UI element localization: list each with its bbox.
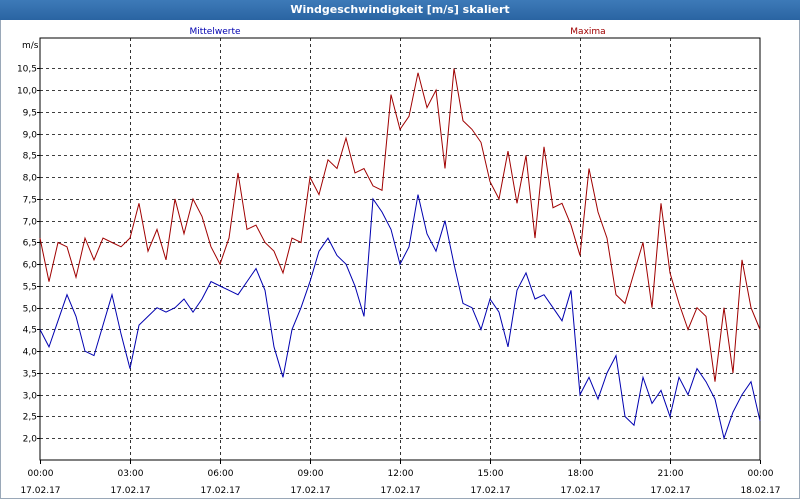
x-tick-date-label: 17.02.17 xyxy=(20,486,60,496)
y-tick-label: 3,0 xyxy=(23,392,38,402)
y-axis-label: m/s xyxy=(22,41,39,51)
y-tick-label: 4,0 xyxy=(23,348,38,358)
x-tick-time-label: 21:00 xyxy=(658,469,684,479)
x-tick-time-label: 00:00 xyxy=(28,469,54,479)
x-tick-time-label: 18:00 xyxy=(568,469,594,479)
y-tick-label: 2,5 xyxy=(23,413,37,423)
series-lines xyxy=(39,68,761,441)
series-line-maxima xyxy=(39,68,761,382)
x-tick-time-label: 09:00 xyxy=(298,469,324,479)
x-tick-date-label: 17.02.17 xyxy=(560,486,600,496)
y-tick-label: 6,5 xyxy=(23,239,37,249)
x-tick-date-label: 17.02.17 xyxy=(380,486,420,496)
grid xyxy=(39,37,761,461)
y-tick-label: 8,0 xyxy=(23,174,38,184)
x-tick-date-label: 18.02.17 xyxy=(740,486,780,496)
x-tick-time-label: 00:00 xyxy=(748,469,774,479)
axes: 2,0 2,5 3,0 3,5 4,0 4,5 5,0 5,5 6,0 6,5 7,0 7,5 8,0 8… xyxy=(17,41,781,496)
legend-maxima: Maxima xyxy=(570,27,605,37)
y-tick-label: 9,5 xyxy=(23,109,37,119)
y-tick-label: 6,0 xyxy=(23,261,38,271)
y-tick-label: 5,5 xyxy=(23,283,37,293)
x-tick-date-label: 17.02.17 xyxy=(470,486,510,496)
y-tick-label: 5,0 xyxy=(23,305,38,315)
window-title: Windgeschwindigkeit [m/s] skaliert xyxy=(0,0,800,20)
x-tick-date-label: 17.02.17 xyxy=(110,486,150,496)
y-tick-label: 7,5 xyxy=(23,196,37,206)
x-tick-time-label: 03:00 xyxy=(118,469,144,479)
y-tick-label: 10,5 xyxy=(17,65,37,75)
y-tick-label: 4,5 xyxy=(23,326,37,336)
y-tick-label: 10,0 xyxy=(17,87,37,97)
x-tick-time-label: 15:00 xyxy=(478,469,504,479)
y-tick-label: 2,0 xyxy=(23,435,38,445)
legend-mittelwerte: Mittelwerte xyxy=(189,27,240,37)
x-tick-time-label: 12:00 xyxy=(388,469,414,479)
y-tick-label: 8,5 xyxy=(23,152,37,162)
series-line-mittelwerte xyxy=(39,194,761,441)
y-tick-label: 3,5 xyxy=(23,370,37,380)
x-tick-date-label: 17.02.17 xyxy=(650,486,690,496)
x-tick-date-label: 17.02.17 xyxy=(200,486,240,496)
y-tick-label: 7,0 xyxy=(23,218,38,228)
y-tick-label: 9,0 xyxy=(23,131,38,141)
x-tick-date-label: 17.02.17 xyxy=(290,486,330,496)
series-labels: Mittelwerte Maxima xyxy=(189,27,605,37)
x-tick-time-label: 06:00 xyxy=(208,469,234,479)
